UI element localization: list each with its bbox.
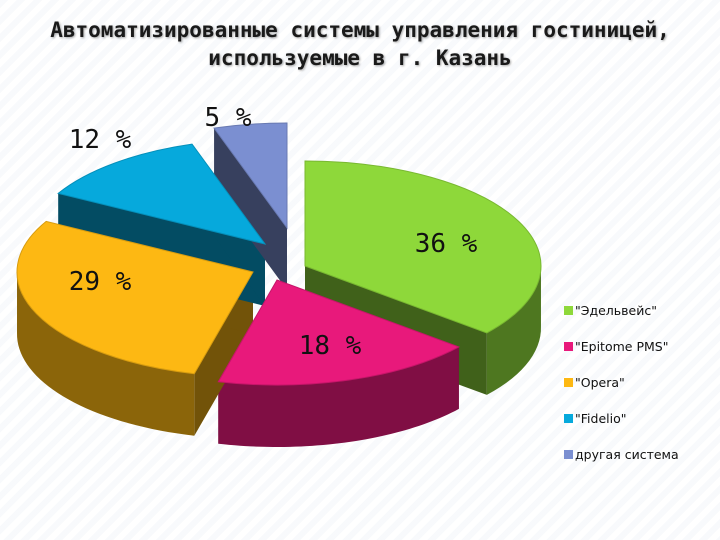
legend-label: "Opera" (575, 374, 625, 390)
legend-swatch (564, 377, 573, 387)
legend-label: "Fidelio" (575, 410, 627, 426)
legend-swatch (564, 449, 573, 459)
legend-swatch (564, 341, 573, 351)
pie-slice-wall-1 (218, 346, 459, 447)
pie-slice-1 (217, 279, 461, 386)
pie-slice-wall-2 (17, 271, 195, 436)
pie-slice-wall-0 (486, 264, 541, 395)
legend-item: другая система (564, 436, 714, 472)
legend-item: "Opera" (564, 364, 714, 400)
legend-label: "Эдельвейс" (575, 302, 657, 318)
pie-slice-3 (57, 143, 267, 245)
legend-item: "Fidelio" (564, 400, 714, 436)
pie-slice-2 (16, 220, 254, 375)
pie-slice-0 (304, 160, 542, 334)
pie-slice-label-1: 18 % (299, 331, 362, 361)
chart-title-line-2: используемые в г. Казань (208, 46, 512, 70)
chart-title-line-1: Автоматизированные системы управления го… (50, 18, 670, 42)
legend-item: "Эдельвейс" (564, 292, 714, 328)
legend-label: другая система (575, 446, 679, 462)
pie-slice-label-3: 12 % (69, 125, 132, 155)
pie-slice-label-0: 36 % (415, 229, 478, 259)
legend-item: "Epitome PMS" (564, 328, 714, 364)
pie-slice-4 (213, 122, 288, 230)
chart-legend: "Эдельвейс" "Epitome PMS" "Opera" "Fidelio"… (564, 292, 714, 472)
pie-slice-label-4: 5 % (205, 103, 252, 133)
chart-title: Автоматизированные системы управления го… (20, 16, 700, 72)
legend-swatch (564, 413, 573, 423)
legend-swatch (564, 305, 573, 315)
pie-slice-side-4-0 (214, 128, 287, 290)
pie-slice-label-2: 29 % (69, 267, 132, 297)
legend-label: "Epitome PMS" (575, 338, 669, 354)
